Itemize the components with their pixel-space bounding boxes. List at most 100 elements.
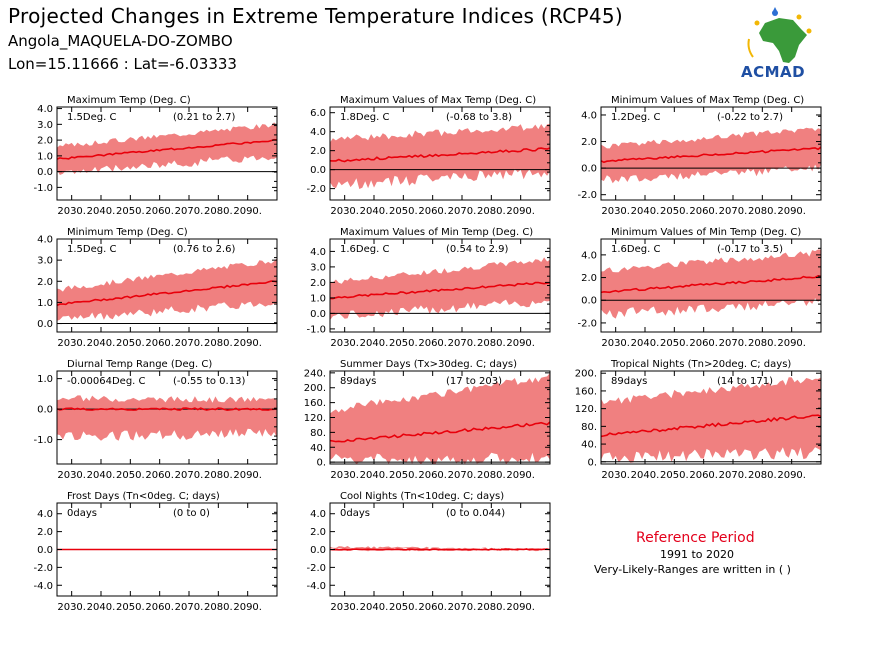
x-tick-label: 2050. — [660, 338, 689, 349]
mean-line — [56, 407, 278, 412]
y-tick-label: 2.0 — [37, 527, 53, 538]
page-title: Projected Changes in Extreme Temperature… — [8, 4, 624, 28]
y-tick-label: 2.0 — [37, 277, 53, 288]
chart-panel-7: 1.0 0.0 -1.0 2030. 2040. 2050. 2060. 2070. 2080.… — [33, 359, 278, 481]
chart-panel-2: 6.0 4.0 2.0 0.0 -2.0 2030. 2040. 2050. 2060. 2070… — [306, 95, 551, 217]
y-tick-label: -2.0 — [577, 190, 597, 201]
x-tick-label: 2090. — [233, 470, 262, 481]
x-tick-label: 2080. — [204, 338, 233, 349]
chart-panel-11: 4.0 2.0 0.0 -2.0 -4.0 2030. 2040. 2050. 2060. 207… — [306, 491, 551, 613]
location-label: Angola_MAQUELA-DO-ZOMBO — [8, 32, 233, 50]
y-tick-label: 200. — [304, 383, 326, 394]
y-tick-label: 4.0 — [581, 110, 597, 121]
mean-line — [329, 421, 551, 443]
y-tick-label: 3.0 — [37, 120, 53, 131]
x-tick-label: 2090. — [506, 338, 535, 349]
y-tick-label: -1.0 — [306, 324, 326, 335]
chart-summary: -0.00064Deg. C — [67, 376, 146, 387]
x-tick-label: 2040. — [360, 206, 389, 217]
coordinates-label: Lon=15.11666 : Lat=-6.03333 — [8, 55, 237, 73]
chart-range: (0.76 to 2.6) — [173, 244, 235, 255]
chart-summary: 0days — [67, 508, 97, 519]
x-tick-label: 2050. — [660, 206, 689, 217]
x-tick-label: 2040. — [87, 338, 116, 349]
x-tick-label: 2050. — [389, 470, 418, 481]
chart-summary: 0days — [340, 508, 370, 519]
range-band — [601, 377, 821, 463]
x-tick-label: 2070. — [175, 338, 204, 349]
x-tick-label: 2050. — [116, 602, 145, 613]
x-tick-label: 2030. — [57, 470, 86, 481]
mean-line — [600, 414, 822, 438]
y-tick-label: 3.0 — [310, 262, 326, 273]
x-tick-label: 2070. — [175, 470, 204, 481]
y-tick-label: 120. — [575, 404, 597, 415]
x-tick-label: 2070. — [719, 206, 748, 217]
x-tick-label: 2080. — [204, 206, 233, 217]
x-tick-label: 2070. — [719, 338, 748, 349]
x-tick-label: 2030. — [601, 338, 630, 349]
x-tick-label: 2030. — [330, 470, 359, 481]
y-tick-label: 0.0 — [37, 405, 53, 416]
x-tick-label: 2040. — [87, 206, 116, 217]
chart-summary: 1.6Deg. C — [340, 244, 389, 255]
x-tick-label: 2090. — [777, 338, 806, 349]
y-tick-label: -1.0 — [33, 435, 53, 446]
chart-summary: 1.5Deg. C — [67, 112, 116, 123]
y-tick-label: 1.0 — [37, 151, 53, 162]
chart-range: (17 to 203) — [446, 376, 502, 387]
y-tick-label: -4.0 — [306, 581, 326, 592]
x-tick-label: 2030. — [330, 338, 359, 349]
chart-range: (0 to 0) — [173, 508, 210, 519]
mean-line — [329, 548, 551, 551]
x-tick-label: 2040. — [360, 470, 389, 481]
y-tick-label: 4.0 — [310, 509, 326, 520]
y-tick-label: 0.0 — [310, 545, 326, 556]
chart-summary: 1.8Deg. C — [340, 112, 389, 123]
chart-title: Maximum Values of Max Temp (Deg. C) — [340, 95, 536, 106]
x-tick-label: 2090. — [506, 206, 535, 217]
x-tick-label: 2050. — [389, 338, 418, 349]
y-tick-label: 160. — [575, 386, 597, 397]
mean-line — [329, 147, 551, 163]
y-tick-label: 4.0 — [37, 235, 53, 246]
x-tick-label: 2080. — [477, 470, 506, 481]
chart-range: (-0.55 to 0.13) — [173, 376, 245, 387]
chart-summary: 89days — [611, 376, 647, 387]
y-tick-label: -1.0 — [33, 183, 53, 194]
x-tick-label: 2050. — [660, 470, 689, 481]
chart-title: Minimum Values of Min Temp (Deg. C) — [611, 227, 801, 238]
x-tick-label: 2050. — [116, 338, 145, 349]
x-tick-label: 2080. — [748, 338, 777, 349]
x-tick-label: 2090. — [777, 470, 806, 481]
chart-summary: 1.2Deg. C — [611, 112, 660, 123]
chart-range: (14 to 171) — [717, 376, 773, 387]
y-tick-label: 0.0 — [37, 545, 53, 556]
x-tick-label: 2040. — [360, 338, 389, 349]
x-tick-label: 2040. — [631, 206, 660, 217]
chart-panel-8: 240.200.160.120.80.40.0.2030. 2040. 2050. 2… — [304, 359, 551, 481]
y-tick-label: 2.0 — [310, 527, 326, 538]
acmad-logo — [747, 7, 812, 63]
y-tick-label: 80. — [310, 428, 326, 439]
chart-range: (-0.22 to 2.7) — [717, 112, 783, 123]
y-tick-label: 40. — [310, 443, 326, 454]
y-tick-label: -2.0 — [306, 563, 326, 574]
y-tick-label: 2.0 — [310, 278, 326, 289]
chart-range: (0.21 to 2.7) — [173, 112, 235, 123]
y-tick-label: 4.0 — [310, 247, 326, 258]
x-tick-label: 2040. — [87, 602, 116, 613]
x-tick-label: 2030. — [330, 206, 359, 217]
reference-period-years: 1991 to 2020 — [660, 548, 735, 561]
x-tick-label: 2030. — [601, 470, 630, 481]
x-tick-label: 2080. — [204, 470, 233, 481]
range-band — [330, 546, 550, 552]
y-tick-label: 200. — [575, 369, 597, 380]
y-tick-label: 0.0 — [37, 167, 53, 178]
x-tick-label: 2080. — [477, 602, 506, 613]
chart-title: Frost Days (Tn<0deg. C; days) — [67, 491, 220, 502]
